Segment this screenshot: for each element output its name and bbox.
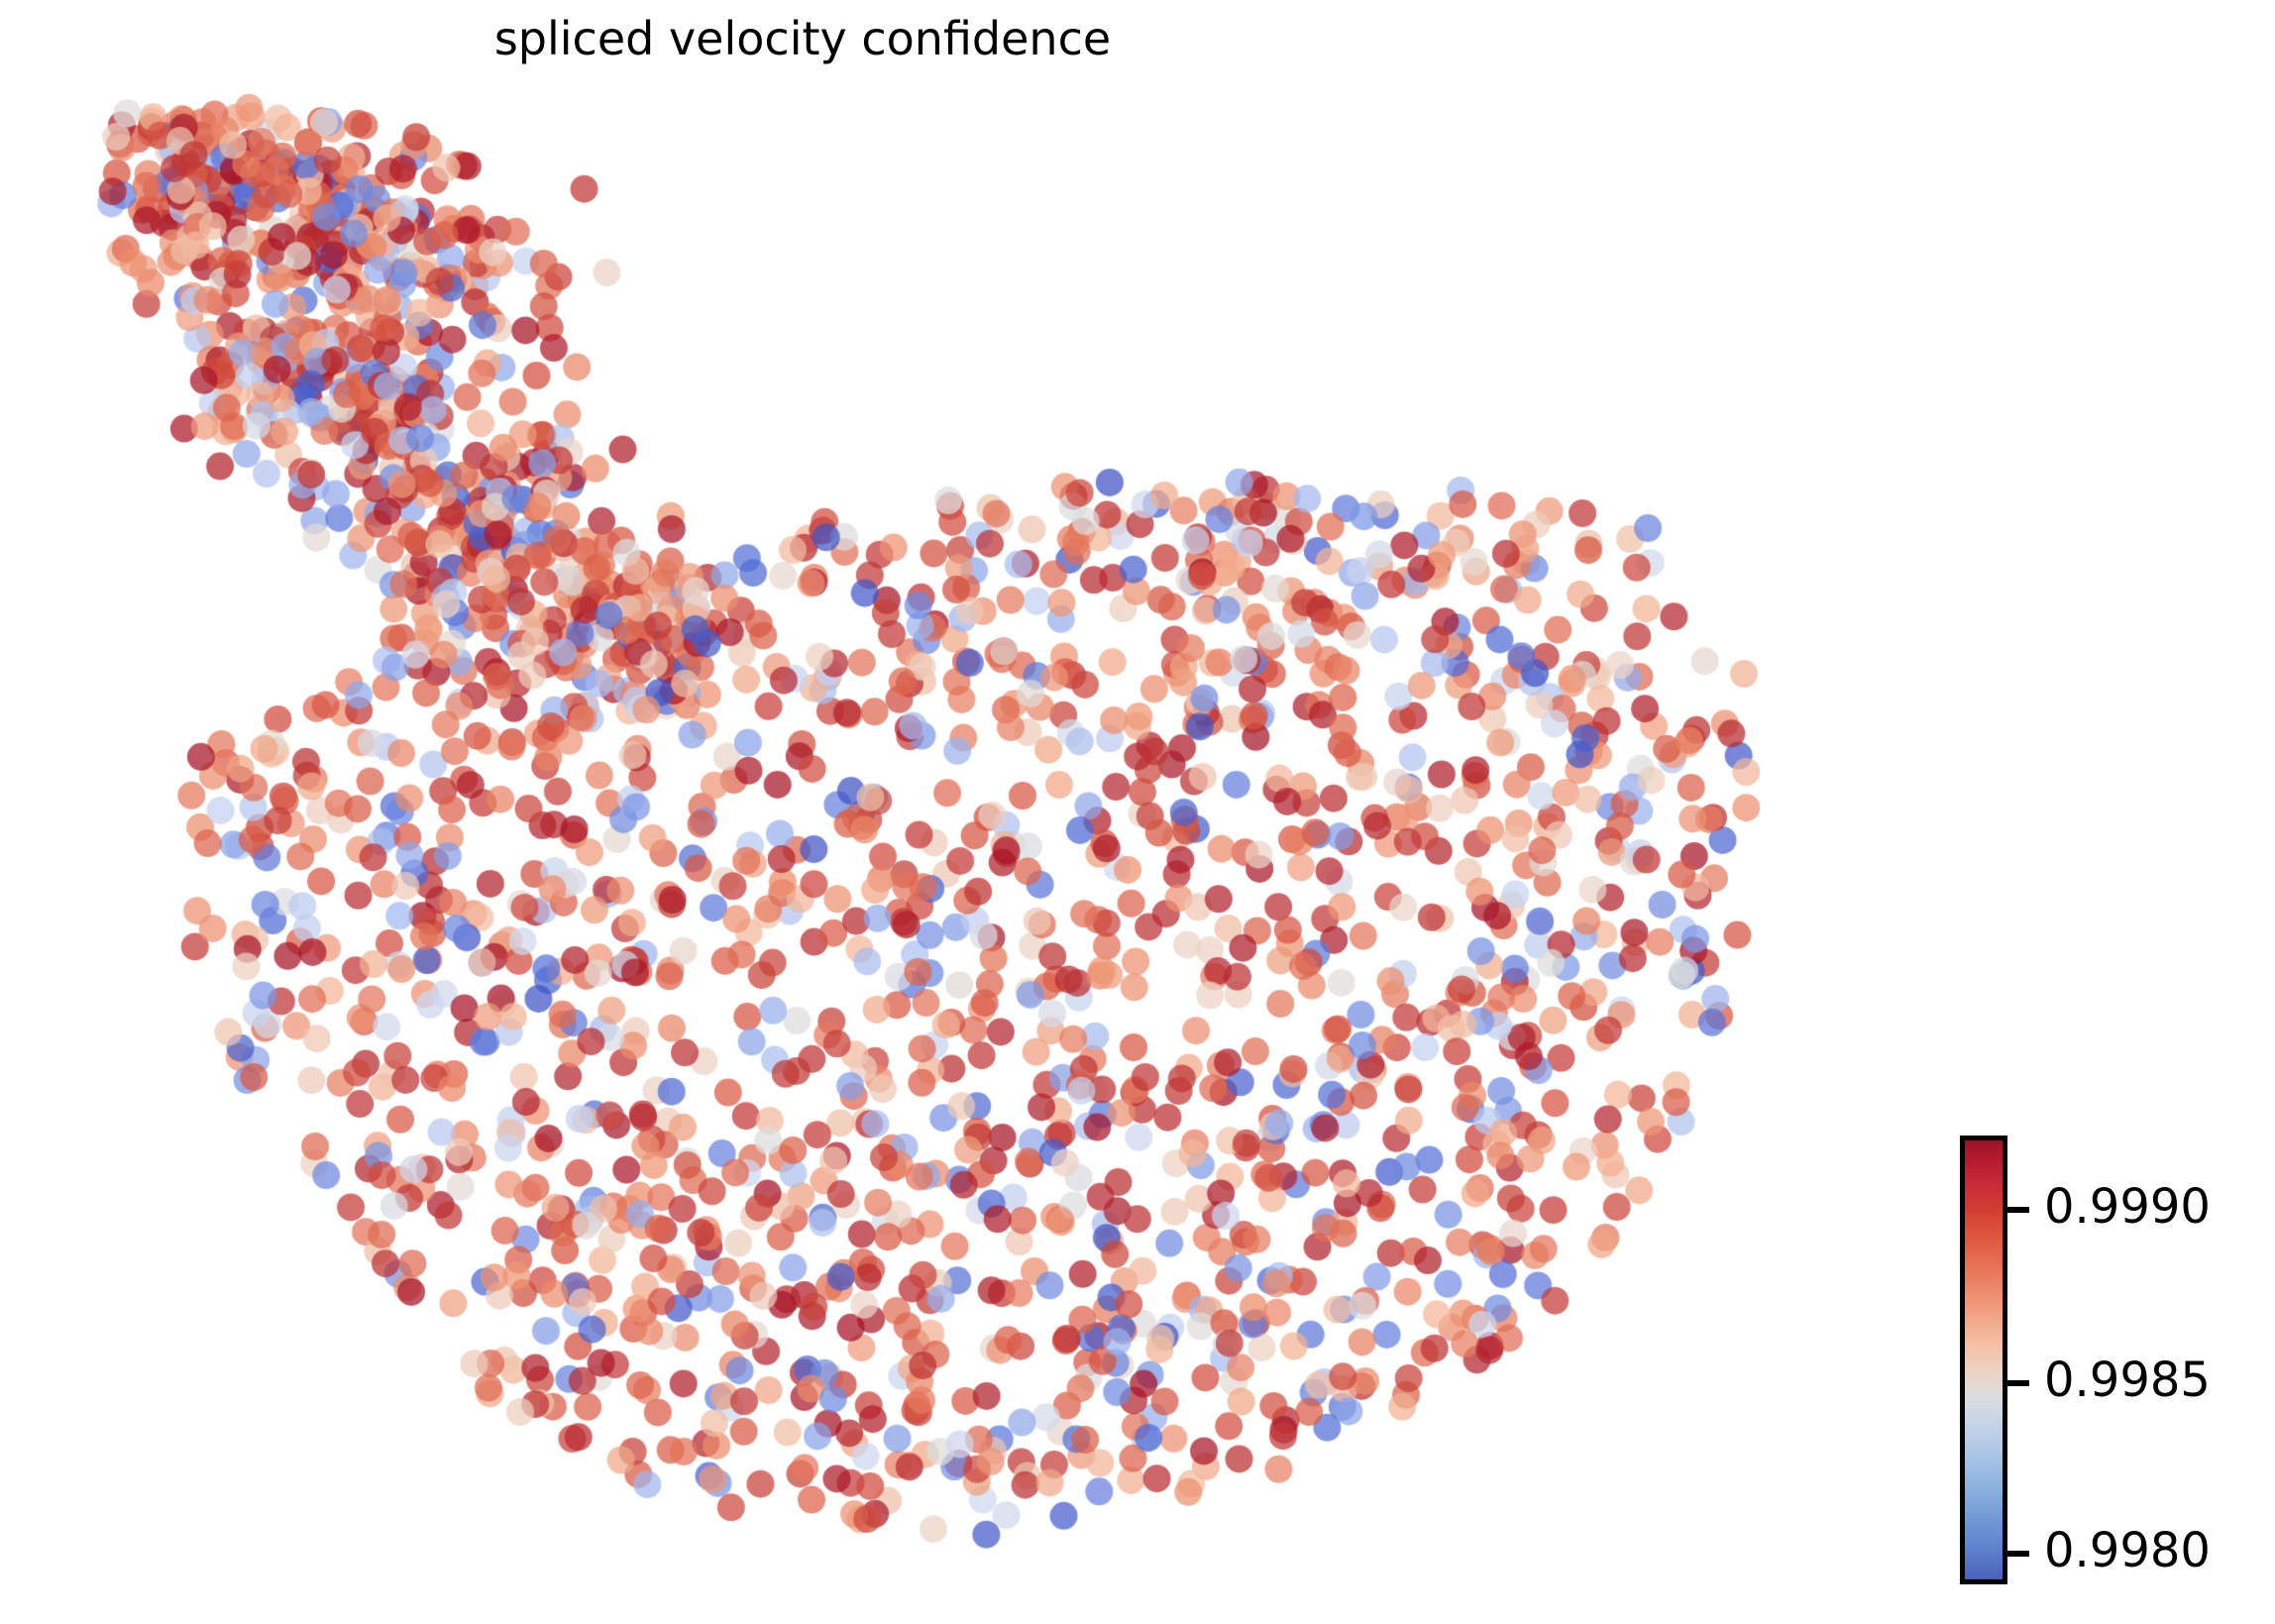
colorbar-gradient[interactable]: [1960, 1136, 2007, 1584]
colorbar-tick-2: [2007, 1551, 2029, 1557]
colorbar-tick-0: [2007, 1207, 2029, 1213]
colorbar[interactable]: 0.9990 0.9985 0.9980: [1960, 1136, 2267, 1587]
scatter-points-canvas[interactable]: [0, 79, 2031, 1624]
colorbar-tick-label-2: 0.9980: [2044, 1523, 2211, 1578]
page-title: spliced velocity confidence: [493, 12, 1112, 65]
colorbar-tick-1: [2007, 1380, 2029, 1386]
scatter-plot[interactable]: [0, 79, 2031, 1624]
colorbar-tick-label-1: 0.9985: [2044, 1353, 2211, 1408]
colorbar-tick-label-0: 0.9990: [2044, 1179, 2211, 1235]
